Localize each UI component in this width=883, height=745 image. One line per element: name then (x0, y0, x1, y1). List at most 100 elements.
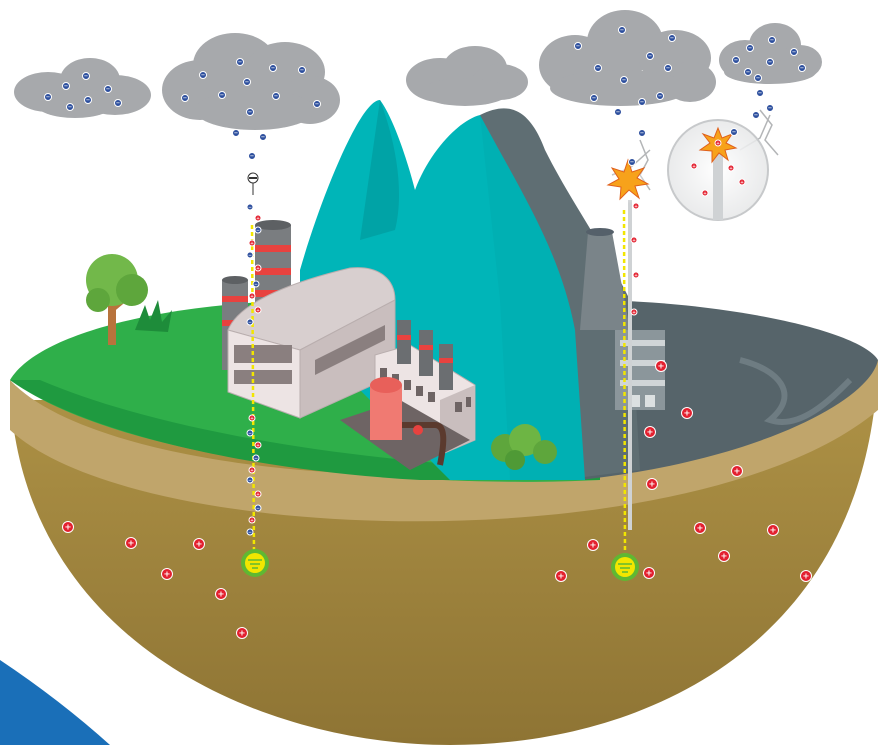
negative-charge-icon-glyph: − (183, 96, 187, 102)
negative-charge-icon: − (252, 280, 260, 288)
positive-charge-icon-glyph: + (697, 522, 704, 532)
positive-charge-icon: + (248, 292, 256, 300)
negative-charge-icon-glyph: − (254, 456, 258, 461)
positive-charge-icon-glyph: + (634, 203, 638, 209)
negative-charge-icon-glyph: − (315, 102, 319, 108)
negative-charge-icon-glyph: − (106, 87, 110, 93)
positive-charge-icon-glyph: + (256, 491, 260, 497)
positive-charge-icon-glyph: + (250, 240, 254, 246)
positive-charge-icon: + (767, 524, 779, 536)
negative-charge-icon-glyph: − (768, 60, 772, 66)
positive-charge-icon: + (62, 521, 74, 533)
positive-charge-icon: + (714, 139, 722, 147)
negative-charge-icon-glyph: − (630, 160, 634, 166)
negative-charge-icon: − (668, 34, 676, 42)
positive-charge-icon-glyph: + (703, 190, 707, 196)
negative-charge-icon-glyph: − (46, 95, 50, 101)
negative-charge-icon-glyph: − (86, 98, 90, 104)
negative-charge-icon: − (766, 104, 774, 112)
negative-charge-icon-glyph: − (666, 66, 670, 72)
factory-roof (227, 267, 396, 351)
negative-charge-icon: − (620, 76, 628, 84)
positive-charge-icon: + (727, 164, 735, 172)
negative-charge-icon-glyph: − (576, 44, 580, 50)
positive-charge-icon-glyph: + (196, 538, 203, 548)
negative-charge-icon-glyph: − (248, 205, 252, 210)
positive-charge-icon: + (248, 516, 256, 524)
positive-charge-icon: + (694, 522, 706, 534)
negative-charge-icon-glyph: − (770, 38, 774, 44)
negative-charge-icon: − (246, 203, 254, 211)
negative-charge-icon: − (618, 26, 626, 34)
negative-charge-icon: − (246, 108, 254, 116)
negative-charge-icon-glyph: − (658, 94, 662, 100)
negative-charge-icon-glyph: − (271, 66, 275, 72)
negative-charge-icon: − (272, 92, 280, 100)
polluted-river (739, 357, 853, 425)
positive-charge-icon: + (254, 306, 262, 314)
tree-trunk (108, 290, 116, 345)
positive-charge-icon: + (555, 570, 567, 582)
negative-charge-icon-glyph: − (596, 66, 600, 72)
negative-charge-icon-glyph: − (640, 131, 644, 137)
positive-charge-icon: + (215, 588, 227, 600)
negative-charge-icon-glyph: − (245, 80, 249, 86)
negative-charge-icon: − (243, 78, 251, 86)
positive-charge-icon-glyph: + (721, 550, 728, 560)
cloud-1 (14, 58, 151, 118)
positive-charge-icon: + (248, 414, 256, 422)
negative-charge-icon-glyph: − (800, 66, 804, 72)
cooling-tower (580, 232, 630, 330)
earth-wire-right (622, 209, 627, 561)
positive-charge-icon-glyph: + (770, 524, 777, 534)
negative-charge-icon: − (218, 91, 226, 99)
positive-charge-icon-glyph: + (128, 537, 135, 547)
positive-charge-icon: + (738, 178, 746, 186)
positive-charge-icon-glyph: + (256, 442, 260, 448)
positive-charge-icon: + (701, 189, 709, 197)
earth-ground-icon-right (611, 553, 639, 581)
positive-charge-icon: + (800, 570, 812, 582)
negative-charge-icon-glyph: − (620, 28, 624, 34)
negative-charge-icon-glyph: − (592, 96, 596, 102)
negative-charge-icon: − (664, 64, 672, 72)
positive-charge-icon: + (632, 271, 640, 279)
negative-charge-icon: − (246, 318, 254, 326)
negative-charge-icon: − (254, 226, 262, 234)
negative-charge-icon: − (62, 82, 70, 90)
corner-accent-stripe (0, 660, 110, 745)
clouds (14, 10, 822, 130)
positive-charge-icon: + (690, 162, 698, 170)
positive-charge-icon: + (655, 360, 667, 372)
negative-charge-icon-glyph: − (732, 130, 736, 136)
positive-charge-icon-glyph: + (590, 539, 597, 549)
negative-charge-icon-glyph: − (248, 478, 252, 483)
negative-charge-icon-glyph: − (648, 54, 652, 60)
negative-charge-icon-glyph: − (300, 68, 304, 74)
grass-tuft-left (135, 300, 172, 332)
negative-charge-icon: − (269, 64, 277, 72)
negative-charge-icon: − (594, 64, 602, 72)
negative-charge-icon: − (248, 152, 256, 160)
zoom-inset (667, 119, 769, 221)
negative-charge-icon: − (766, 58, 774, 66)
positive-charge-icon-glyph: + (256, 307, 260, 313)
negative-charge-icon-glyph: − (254, 282, 258, 287)
negative-charge-icon-glyph: − (116, 101, 120, 107)
negative-charge-icon: − (638, 129, 646, 137)
negative-charge-icon: − (84, 96, 92, 104)
negative-charge-icon: − (246, 429, 254, 437)
positive-charge-icon: + (236, 627, 248, 639)
negative-charge-icon-glyph: − (68, 105, 72, 111)
negative-charge-icon: − (104, 85, 112, 93)
negative-charge-icon: − (199, 71, 207, 79)
negative-charge-icon-glyph: − (792, 50, 796, 56)
positive-charge-icon-glyph: + (692, 163, 696, 169)
negative-charge-icon: − (732, 56, 740, 64)
positive-charge-icon-glyph: + (250, 415, 254, 421)
negative-charge-icon-glyph: − (84, 74, 88, 80)
negative-charge-icon: − (313, 100, 321, 108)
negative-charge-icon: − (298, 66, 306, 74)
negative-charge-icon-glyph: − (754, 113, 758, 119)
